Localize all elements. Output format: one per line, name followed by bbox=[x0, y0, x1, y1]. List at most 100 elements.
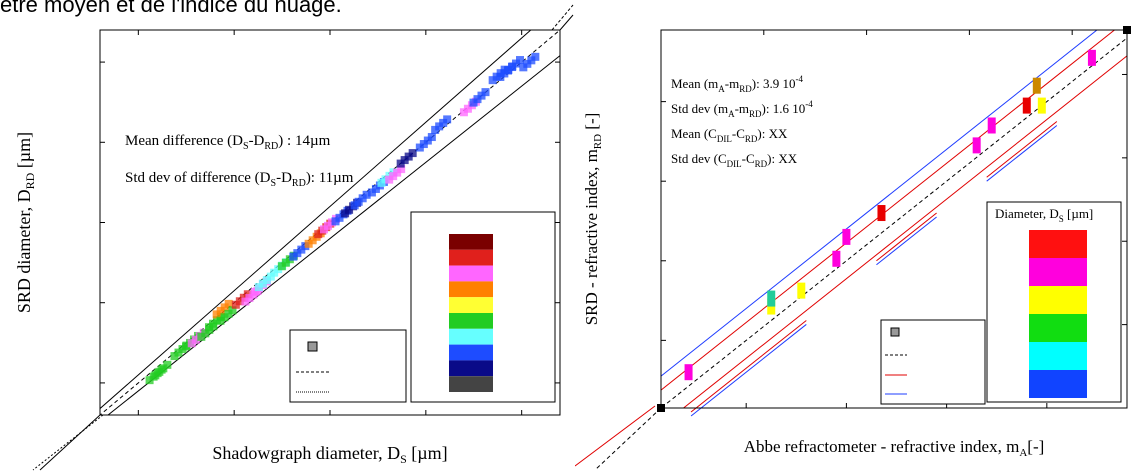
reference-line-1 bbox=[100, 30, 532, 410]
y-axis-label-sub: RD bbox=[592, 134, 604, 149]
x-axis-label: Shadowgraph diameter, DS [µm] bbox=[212, 443, 447, 466]
data-point bbox=[531, 52, 540, 61]
dt-line-lower bbox=[682, 55, 1127, 408]
mean-difference-annotation: Mean difference (DS-DRD) : 14µm bbox=[125, 133, 331, 152]
dt-lower-seg-1 bbox=[690, 320, 807, 413]
colorbar-swatch bbox=[1029, 314, 1087, 342]
colorbar-swatch bbox=[1029, 286, 1087, 314]
yx-line-extension bbox=[594, 407, 662, 471]
ann-text: Std dev (C bbox=[671, 151, 727, 166]
colorbar-swatch bbox=[1029, 230, 1087, 258]
data-point bbox=[972, 137, 981, 154]
line-extension-upper bbox=[559, 14, 574, 31]
ann-sub: RD bbox=[264, 141, 278, 152]
colorbar-swatch bbox=[449, 249, 493, 266]
data-point bbox=[842, 228, 851, 245]
data-point bbox=[228, 306, 237, 315]
ann-text: ): 1.6 10 bbox=[762, 101, 806, 116]
ann-text: Mean difference (D bbox=[125, 133, 243, 149]
data-point bbox=[427, 133, 436, 142]
line-extension-lower bbox=[39, 414, 101, 471]
colorbar-swatch bbox=[449, 328, 493, 345]
y-axis-label-main: SRD diameter, D bbox=[14, 189, 34, 313]
ann-text: Std dev (m bbox=[671, 101, 728, 116]
ann-sub: A bbox=[718, 84, 725, 94]
line-extension-lower-2 bbox=[32, 414, 104, 471]
x-axis-label-unit: [-] bbox=[1027, 437, 1044, 456]
ann-text: Mean (C bbox=[671, 126, 717, 141]
end-marker-top-right bbox=[1123, 26, 1131, 34]
top-caption-fragment: ètre moyen et de l'indice du nuage. bbox=[0, 0, 342, 17]
data-point bbox=[797, 282, 806, 299]
colorbar-swatch bbox=[449, 313, 493, 329]
ann-text: -m bbox=[725, 76, 739, 91]
data-point bbox=[362, 190, 371, 199]
data-point bbox=[481, 88, 490, 97]
colorbar-swatch bbox=[449, 376, 493, 392]
cb-title-unit: [µm] bbox=[1064, 206, 1094, 221]
ann-sub: S bbox=[271, 178, 277, 189]
ann-sub: RD bbox=[745, 134, 758, 144]
plot-frame bbox=[660, 29, 1128, 409]
colorbar-swatch bbox=[449, 360, 493, 377]
legend-box bbox=[289, 329, 407, 403]
c-mean-annotation: Mean (CDIL-CRD): XX bbox=[671, 126, 788, 144]
yx-line bbox=[661, 37, 1127, 408]
mean-annotation: Mean (mA-mRD): 3.9 10-4 bbox=[671, 74, 803, 94]
legend-raw-marker bbox=[307, 341, 318, 352]
ann-sub: RD bbox=[755, 159, 768, 169]
colorbar-swatch bbox=[1029, 370, 1087, 398]
dt-lower-seg-2 bbox=[986, 121, 1058, 178]
y-axis-label-unit: [µm] bbox=[14, 132, 34, 173]
ann-text: -D bbox=[249, 133, 265, 149]
colorbar-swatch bbox=[449, 234, 493, 250]
colorbar-swatch bbox=[449, 281, 493, 298]
ann-text: -C bbox=[742, 151, 755, 166]
data-point bbox=[1022, 97, 1031, 114]
ann-sub: A bbox=[728, 109, 735, 119]
ann-text: ): 11µm bbox=[306, 170, 354, 186]
ann-text: ): XX bbox=[767, 151, 798, 166]
data-point bbox=[987, 117, 996, 134]
ann-text: -m bbox=[735, 101, 749, 116]
dy-lower-seg-3 bbox=[876, 216, 937, 266]
ann-sup: -4 bbox=[795, 74, 803, 84]
ann-text: ): 3.9 10 bbox=[752, 76, 796, 91]
ann-text: -C bbox=[732, 126, 745, 141]
ann-sub: DIL bbox=[717, 134, 732, 144]
legend-raw-marker bbox=[890, 327, 900, 337]
data-point bbox=[832, 250, 841, 267]
line-extension-upper-2 bbox=[551, 4, 574, 31]
ann-text: ): XX bbox=[757, 126, 788, 141]
ann-text: -D bbox=[276, 170, 292, 186]
colorbar-swatch bbox=[449, 297, 493, 313]
data-point bbox=[877, 205, 886, 222]
y-axis-label: SRD - refractive index, mRD [-] bbox=[582, 113, 604, 326]
data-point bbox=[397, 165, 406, 174]
data-layer bbox=[145, 52, 540, 385]
data-point bbox=[408, 149, 417, 158]
ann-sub: RD bbox=[749, 109, 762, 119]
x-axis-label: Abbe refractometer - refractive index, m… bbox=[744, 437, 1045, 459]
dt-line-extension bbox=[575, 405, 656, 467]
ann-sub: RD bbox=[739, 84, 752, 94]
x-axis-label-main: Abbe refractometer - refractive index, m bbox=[744, 437, 1020, 456]
std-annotation: Std dev (mA-mRD): 1.6 10-4 bbox=[671, 99, 813, 119]
y-axis-label: SRD diameter, DRD [µm] bbox=[14, 132, 37, 313]
y-axis-label-main: SRD - refractive index, m bbox=[582, 149, 601, 325]
data-point bbox=[767, 290, 776, 307]
colorbar-swatch bbox=[1029, 258, 1087, 286]
data-point bbox=[254, 283, 263, 292]
y-axis-label-unit: [-] bbox=[582, 113, 601, 134]
data-point bbox=[1032, 77, 1041, 94]
data-point bbox=[443, 115, 452, 124]
x-axis-label-unit: [µm] bbox=[407, 443, 448, 463]
colorbar-swatch bbox=[1029, 342, 1087, 370]
colorbar-swatch bbox=[449, 265, 493, 282]
ann-sub: RD bbox=[292, 178, 306, 189]
ann-text: Mean (m bbox=[671, 76, 718, 91]
cb-title-sub: S bbox=[1059, 214, 1064, 224]
reference-line-2 bbox=[107, 55, 560, 415]
ann-sub: S bbox=[243, 141, 249, 152]
x-axis-label-sub: S bbox=[400, 452, 407, 466]
